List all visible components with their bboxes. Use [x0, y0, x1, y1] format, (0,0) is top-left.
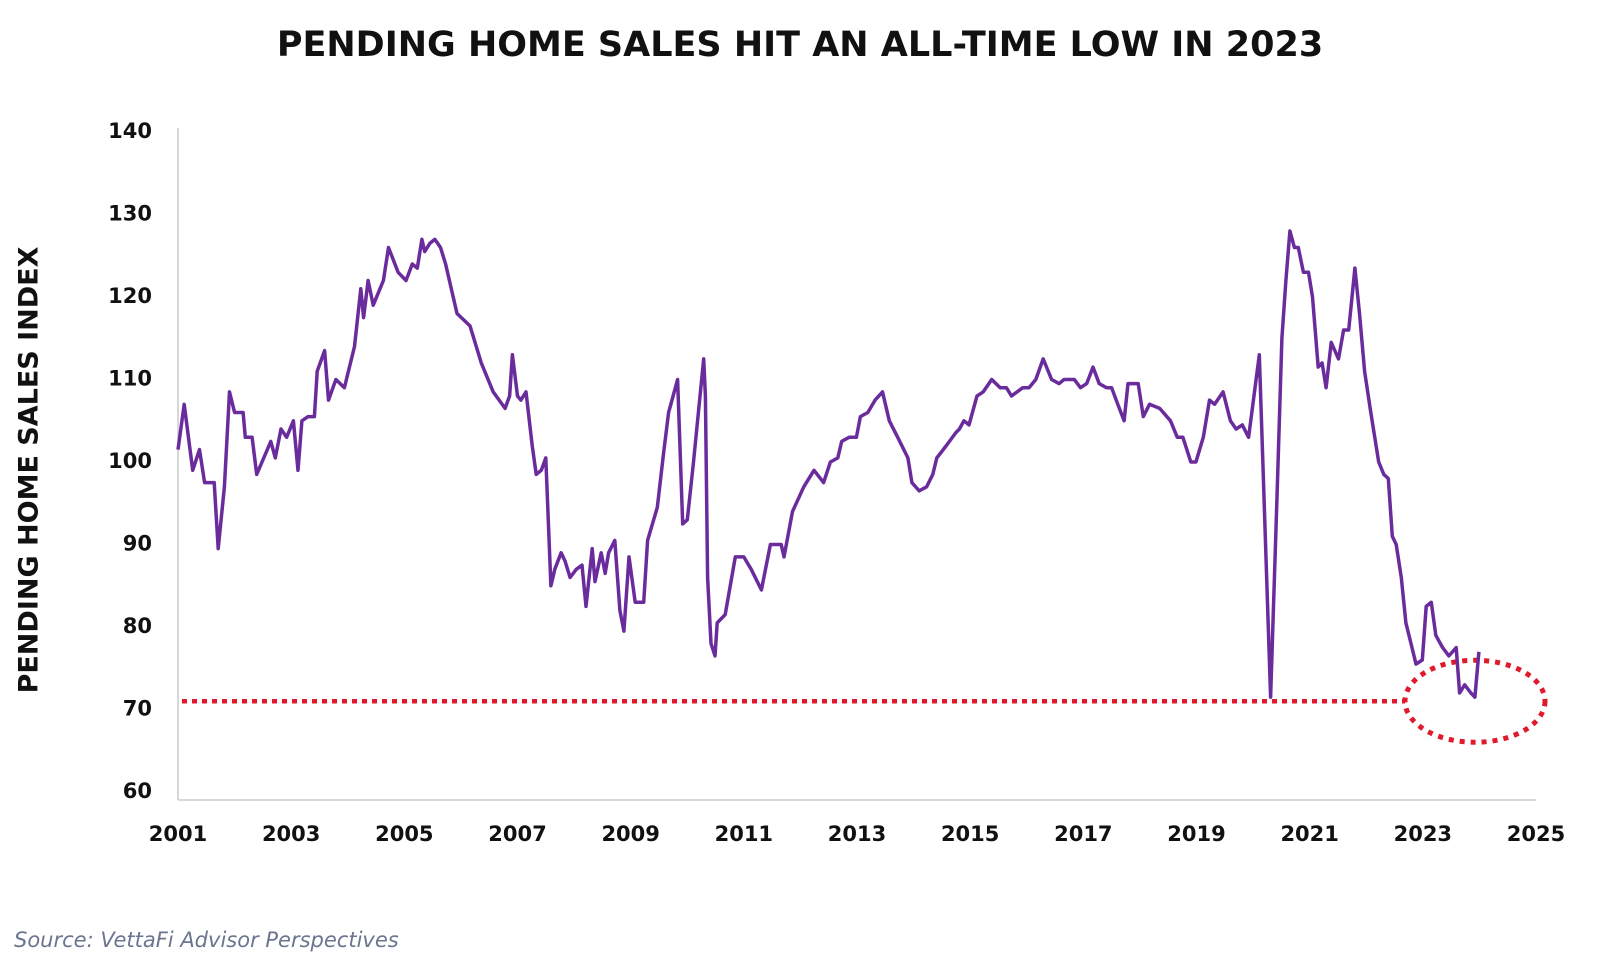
x-tick-label: 2003 — [262, 822, 320, 846]
source-note: Source: VettaFi Advisor Perspectives — [14, 928, 399, 952]
chart-title: PENDING HOME SALES HIT AN ALL-TIME LOW I… — [277, 25, 1323, 65]
x-tick-label: 2011 — [715, 822, 773, 846]
x-tick-label: 2019 — [1167, 822, 1225, 846]
x-tick-label: 2001 — [149, 822, 207, 846]
x-tick-label: 2023 — [1394, 822, 1452, 846]
x-tick-label: 2015 — [941, 822, 999, 846]
x-tick-label: 2009 — [601, 822, 659, 846]
x-tick-label: 2007 — [488, 822, 546, 846]
y-axis-label: PENDING HOME SALES INDEX — [14, 246, 45, 693]
y-tick-label: 110 — [108, 367, 152, 391]
y-tick-label: 120 — [108, 284, 152, 308]
x-tick-label: 2017 — [1054, 822, 1112, 846]
data-line — [176, 229, 1481, 699]
y-tick-label: 90 — [123, 532, 152, 556]
y-tick-label: 100 — [108, 449, 152, 473]
highlight-circle — [1402, 657, 1548, 745]
y-tick-label: 80 — [123, 614, 152, 638]
x-tick-label: 2025 — [1507, 822, 1565, 846]
y-tick-label: 140 — [108, 119, 152, 143]
y-tick-label: 70 — [123, 697, 152, 721]
x-tick-label: 2013 — [828, 822, 886, 846]
x-tick-label: 2021 — [1280, 822, 1338, 846]
y-tick-label: 60 — [123, 779, 152, 803]
x-tick-label: 2005 — [375, 822, 433, 846]
y-tick-label: 130 — [108, 202, 152, 226]
